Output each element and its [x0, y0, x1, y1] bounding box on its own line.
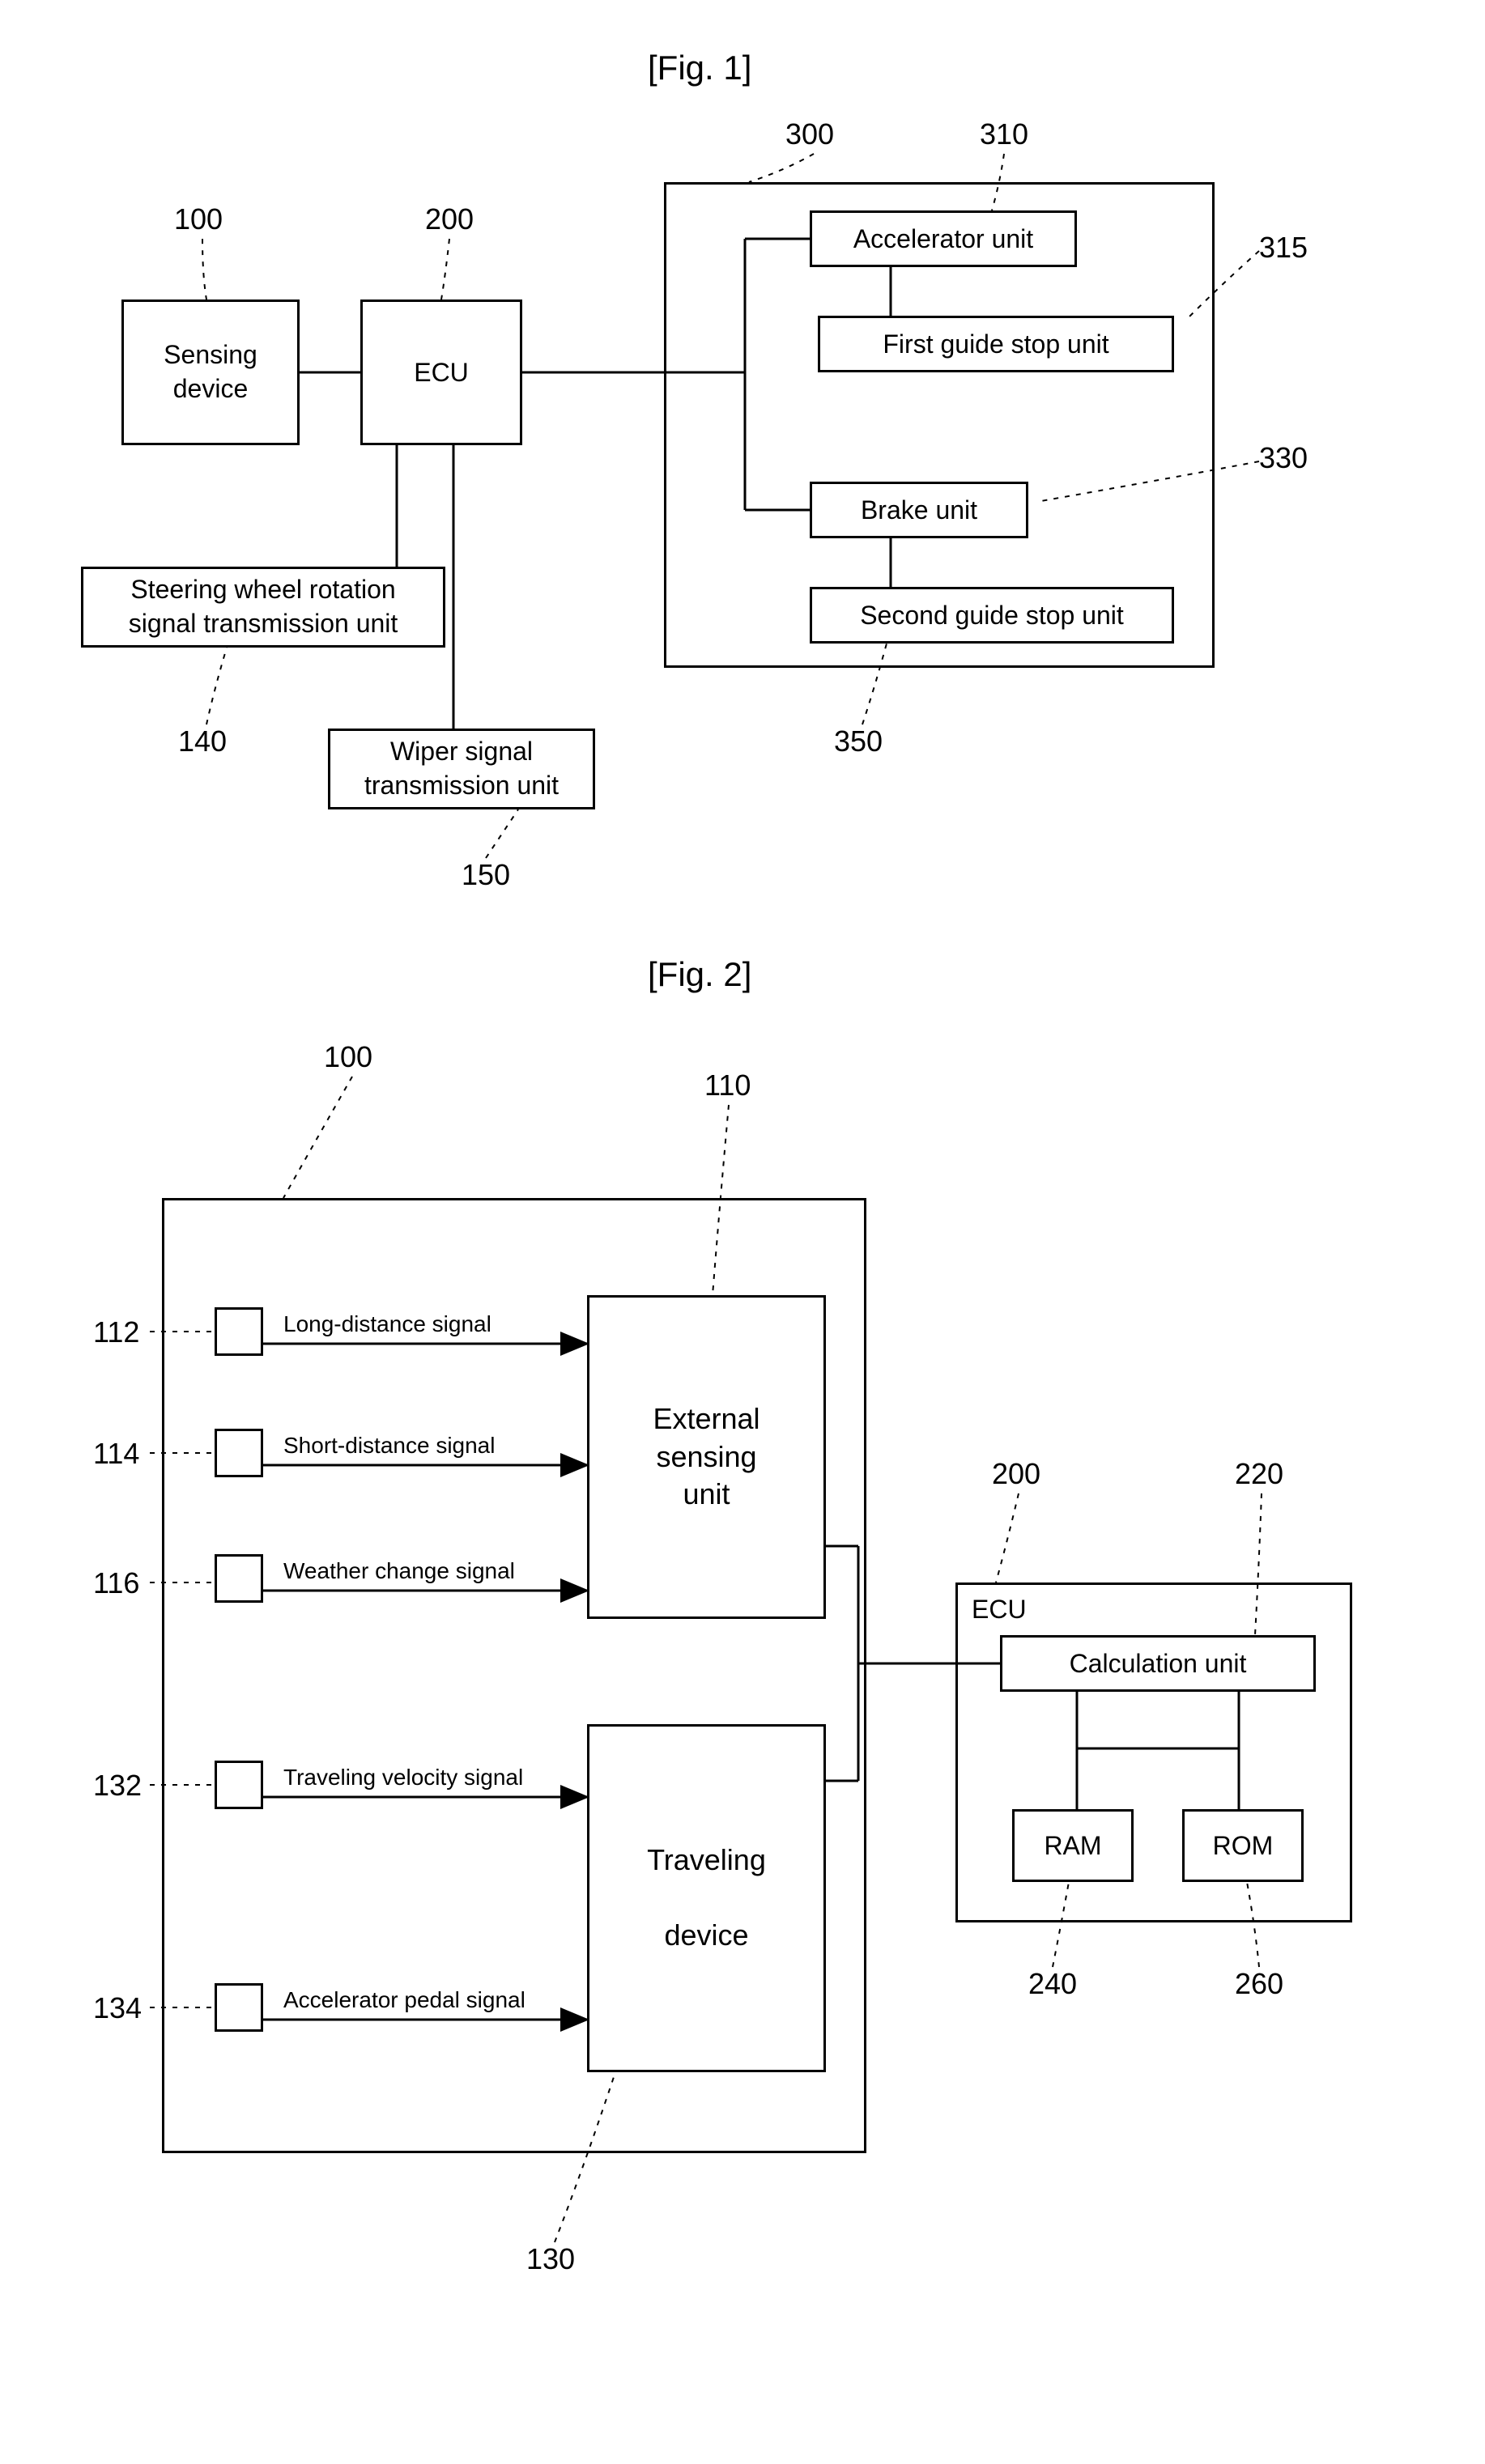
fig2-ref-116: 116: [93, 1566, 139, 1600]
fig2-title: [Fig. 2]: [648, 955, 751, 994]
fig2-ref-134: 134: [93, 1991, 142, 2025]
fig2-ref-112: 112: [93, 1315, 139, 1349]
fig2-label-velocity: Traveling velocity signal: [283, 1765, 523, 1791]
fig1-ref-315: 315: [1259, 231, 1308, 265]
fig2-rom: ROM: [1182, 1809, 1304, 1882]
fig2-ref-114: 114: [93, 1437, 139, 1471]
fig2-box-132: [215, 1761, 263, 1809]
fig2-ref-132: 132: [93, 1769, 142, 1803]
fig1-ref-100: 100: [174, 202, 223, 236]
fig2-box-114: [215, 1429, 263, 1477]
fig1-sensing-device: Sensing device: [121, 300, 300, 445]
fig1-title: [Fig. 1]: [648, 49, 751, 87]
fig2-ram: RAM: [1012, 1809, 1134, 1882]
fig2-box-134: [215, 1983, 263, 2032]
fig1-ecu: ECU: [360, 300, 522, 445]
page-root: [Fig. 1] 100 200 300 310 315 330 350 140…: [0, 0, 1485, 2464]
fig1-first-guide: First guide stop unit: [818, 316, 1174, 372]
fig1-ref-310: 310: [980, 117, 1028, 151]
fig2-ref-260: 260: [1235, 1967, 1283, 2001]
fig1-ref-150: 150: [462, 858, 510, 892]
fig1-steering: Steering wheel rotation signal transmiss…: [81, 567, 445, 648]
fig1-brake: Brake unit: [810, 482, 1028, 538]
fig2-label-weather: Weather change signal: [283, 1558, 515, 1584]
fig2-ref-110: 110: [704, 1068, 751, 1102]
fig2-ref-220: 220: [1235, 1457, 1283, 1491]
fig2-label-long: Long-distance signal: [283, 1311, 491, 1337]
fig1-ref-300: 300: [785, 117, 834, 151]
fig1-ref-330: 330: [1259, 441, 1308, 475]
fig2-ref-240: 240: [1028, 1967, 1077, 2001]
fig2-ref-100: 100: [324, 1040, 372, 1074]
fig2-box-116: [215, 1554, 263, 1603]
fig2-label-pedal: Accelerator pedal signal: [283, 1987, 525, 2013]
fig2-external-sensing: External sensing unit: [587, 1295, 826, 1619]
fig2-traveling: Traveling device: [587, 1724, 826, 2072]
fig1-ref-350: 350: [834, 724, 883, 758]
fig1-ref-200: 200: [425, 202, 474, 236]
fig2-box-112: [215, 1307, 263, 1356]
fig1-ref-140: 140: [178, 724, 227, 758]
fig2-ecu-label: ECU: [972, 1595, 1027, 1625]
fig2-ref-130: 130: [526, 2242, 575, 2276]
fig1-wiper: Wiper signal transmission unit: [328, 729, 595, 809]
fig2-calc: Calculation unit: [1000, 1635, 1316, 1692]
fig1-second-guide: Second guide stop unit: [810, 587, 1174, 644]
fig1-accelerator: Accelerator unit: [810, 210, 1077, 267]
fig2-ref-200: 200: [992, 1457, 1040, 1491]
fig2-label-short: Short-distance signal: [283, 1433, 495, 1459]
